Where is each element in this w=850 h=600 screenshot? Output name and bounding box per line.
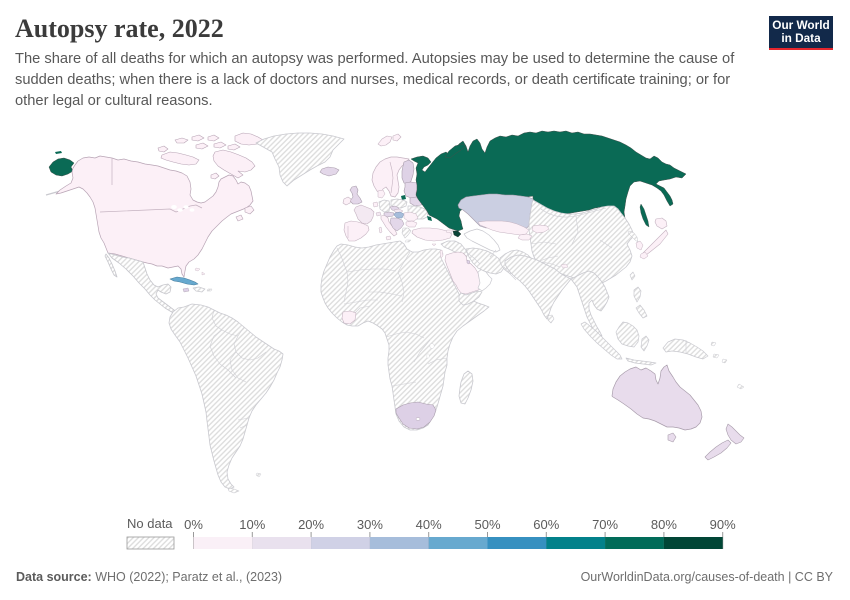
svg-text:70%: 70% [592, 517, 618, 532]
svg-text:40%: 40% [416, 517, 442, 532]
svg-text:0%: 0% [184, 517, 203, 532]
svg-text:20%: 20% [298, 517, 324, 532]
svg-text:30%: 30% [357, 517, 383, 532]
svg-text:60%: 60% [533, 517, 559, 532]
svg-text:10%: 10% [239, 517, 265, 532]
svg-text:90%: 90% [710, 517, 736, 532]
svg-text:80%: 80% [651, 517, 677, 532]
svg-text:50%: 50% [474, 517, 500, 532]
